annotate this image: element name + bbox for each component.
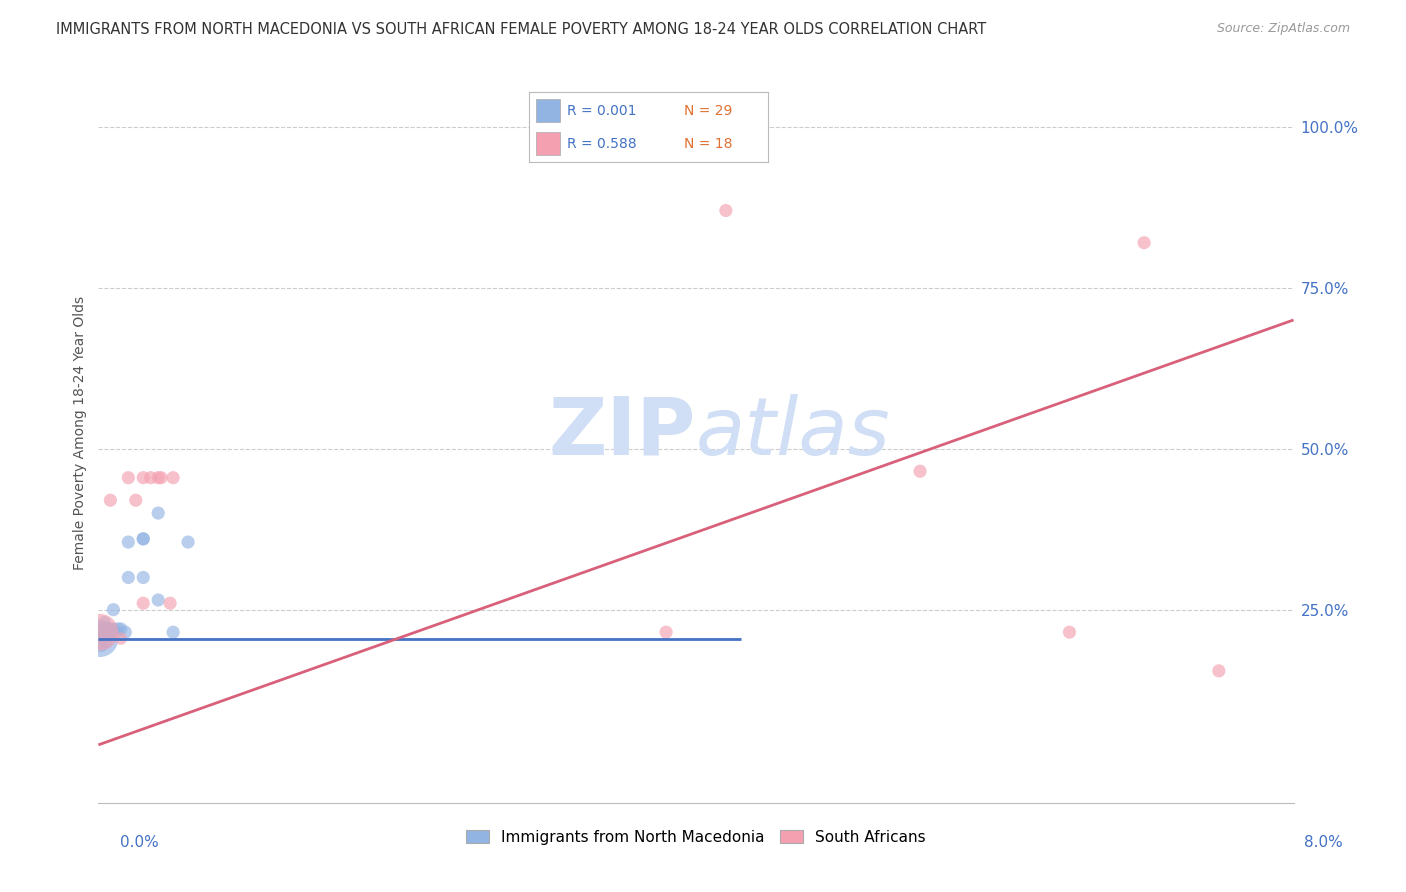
Point xyxy=(94,635,117,649)
Point xyxy=(103,622,125,636)
Point xyxy=(93,628,115,642)
Point xyxy=(1208,664,1230,678)
Point xyxy=(159,596,181,610)
Point xyxy=(110,622,132,636)
Point xyxy=(655,625,678,640)
Point xyxy=(97,625,120,640)
Point xyxy=(132,570,155,584)
Point xyxy=(98,622,122,636)
Text: 8.0%: 8.0% xyxy=(1303,836,1343,850)
Point xyxy=(110,632,132,646)
Point xyxy=(91,622,114,636)
Point xyxy=(177,535,200,549)
Text: IMMIGRANTS FROM NORTH MACEDONIA VS SOUTH AFRICAN FEMALE POVERTY AMONG 18-24 YEAR: IMMIGRANTS FROM NORTH MACEDONIA VS SOUTH… xyxy=(56,22,987,37)
Point xyxy=(91,625,114,640)
Point xyxy=(148,471,170,485)
Point xyxy=(132,471,155,485)
Point xyxy=(117,570,139,584)
Point xyxy=(148,593,170,607)
Point xyxy=(117,471,139,485)
Point xyxy=(132,596,155,610)
Point xyxy=(103,602,125,616)
Point xyxy=(96,628,118,642)
Point xyxy=(162,625,184,640)
Point xyxy=(101,625,124,640)
Point xyxy=(107,622,129,636)
Point xyxy=(89,625,111,640)
Point xyxy=(908,464,931,478)
Point xyxy=(132,532,155,546)
Y-axis label: Female Poverty Among 18-24 Year Olds: Female Poverty Among 18-24 Year Olds xyxy=(73,295,87,570)
Point xyxy=(89,632,111,646)
Point xyxy=(132,532,155,546)
Point xyxy=(90,628,112,642)
Point xyxy=(125,493,148,508)
Text: ZIP: ZIP xyxy=(548,393,696,472)
Point xyxy=(150,471,173,485)
Text: atlas: atlas xyxy=(696,393,891,472)
Point xyxy=(117,535,139,549)
Text: Source: ZipAtlas.com: Source: ZipAtlas.com xyxy=(1216,22,1350,36)
Point xyxy=(148,506,170,520)
Legend: Immigrants from North Macedonia, South Africans: Immigrants from North Macedonia, South A… xyxy=(460,823,932,851)
Point xyxy=(162,471,184,485)
Point xyxy=(714,203,737,218)
Point xyxy=(105,625,128,640)
Point xyxy=(1133,235,1156,250)
Point xyxy=(114,625,136,640)
Point xyxy=(90,638,112,652)
Point xyxy=(1059,625,1081,640)
Point xyxy=(98,493,122,508)
Point xyxy=(96,622,118,636)
Text: 0.0%: 0.0% xyxy=(120,836,159,850)
Point xyxy=(94,625,117,640)
Point xyxy=(93,615,115,630)
Point xyxy=(139,471,162,485)
